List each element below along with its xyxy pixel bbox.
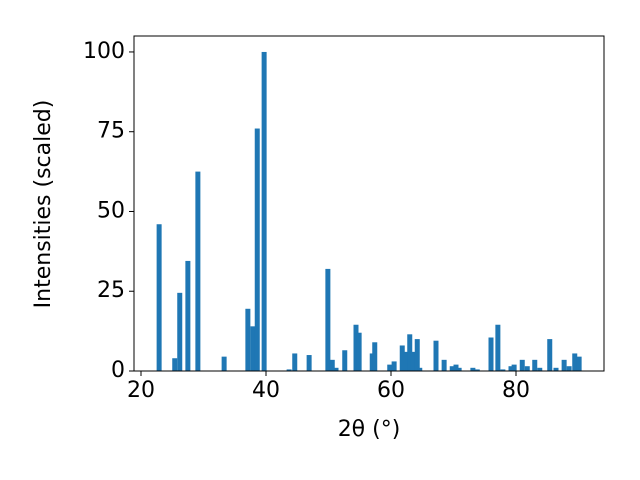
- bar: [524, 366, 530, 371]
- bar: [306, 355, 312, 371]
- bar: [399, 345, 405, 371]
- x-tick-label: 20: [127, 378, 155, 403]
- bar: [572, 353, 578, 371]
- bar: [156, 224, 162, 371]
- bar: [537, 367, 543, 371]
- y-tick-label: 75: [97, 119, 125, 144]
- x-tick-label: 80: [502, 378, 530, 403]
- y-tick-label: 0: [111, 358, 125, 383]
- bar: [519, 359, 525, 371]
- bar: [547, 339, 553, 371]
- bar: [387, 364, 393, 371]
- bar: [511, 364, 517, 371]
- y-tick-label: 25: [97, 278, 125, 303]
- bar: [261, 51, 267, 371]
- bar: [488, 337, 494, 371]
- bar: [508, 366, 514, 371]
- plot-frame: [133, 35, 605, 372]
- bar: [470, 367, 476, 371]
- bar: [353, 324, 359, 371]
- bar: [254, 128, 260, 371]
- bar: [456, 367, 462, 371]
- bar: [403, 351, 409, 371]
- bar: [286, 369, 292, 371]
- bar: [195, 171, 201, 371]
- bar: [342, 350, 348, 371]
- bar: [414, 339, 420, 371]
- bar: [453, 364, 459, 371]
- bar: [500, 369, 506, 371]
- bar: [185, 260, 191, 371]
- bar: [532, 359, 538, 371]
- y-axis-label: Intensities (scaled): [31, 100, 56, 309]
- bar: [553, 367, 559, 371]
- bar: [410, 351, 416, 371]
- bar: [372, 342, 378, 371]
- bar: [449, 366, 455, 371]
- bar: [441, 359, 447, 371]
- bar: [177, 292, 183, 371]
- bar: [172, 358, 178, 371]
- bar: [576, 356, 582, 371]
- y-tick-label: 100: [83, 39, 125, 64]
- bar: [333, 367, 339, 371]
- bar: [391, 361, 397, 371]
- bar: [250, 326, 256, 371]
- bar: [356, 332, 362, 371]
- bar: [292, 353, 298, 371]
- bar: [495, 324, 501, 371]
- x-tick-label: 40: [252, 378, 280, 403]
- bar: [325, 268, 331, 371]
- bar: [474, 369, 480, 371]
- bar: [433, 340, 439, 371]
- bar: [566, 366, 572, 371]
- bar: [221, 356, 227, 371]
- bar: [561, 359, 567, 371]
- bar: [245, 308, 251, 371]
- bar: [417, 367, 423, 371]
- bar: [407, 334, 413, 371]
- x-axis-label: 2θ (°): [338, 417, 401, 442]
- bar: [329, 359, 335, 371]
- y-tick-label: 50: [97, 198, 125, 223]
- x-tick-label: 60: [377, 378, 405, 403]
